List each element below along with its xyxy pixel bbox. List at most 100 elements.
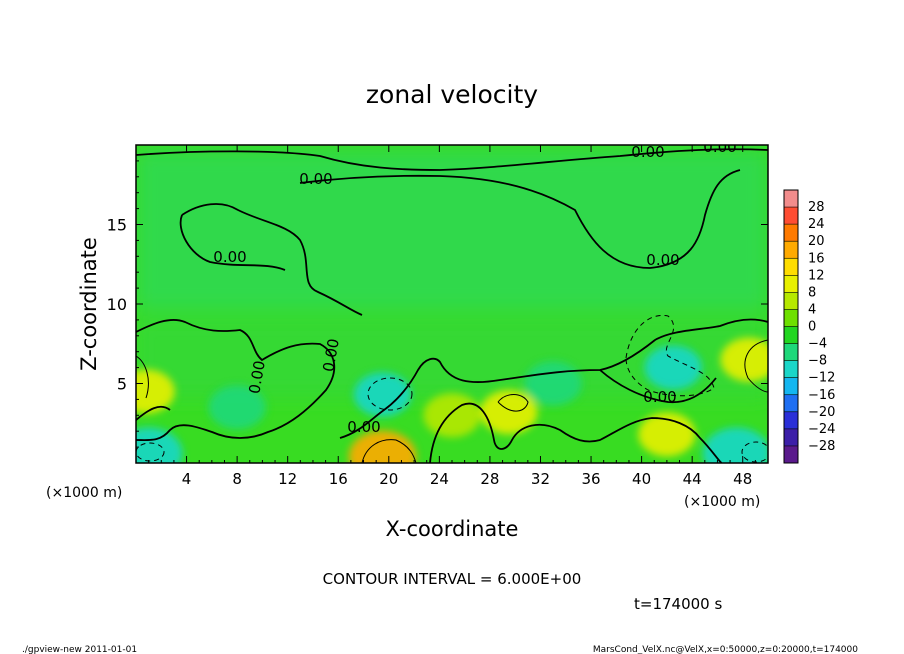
x-unit-label-left: (×1000 m) [46, 485, 122, 501]
field-feature-cool-1 [208, 385, 266, 430]
colorbar-label: −8 [808, 354, 827, 369]
positive-contour-2 [136, 355, 149, 399]
colorbar-label: 28 [808, 200, 825, 215]
chart-title: zonal velocity [366, 80, 538, 109]
field-feature-cool-cyan-3 [702, 427, 768, 463]
x-tick-label: 48 [733, 470, 752, 488]
colorbar-swatch [784, 360, 798, 378]
positive-contour-4 [497, 394, 529, 412]
contour-label: 0.00 [646, 251, 679, 269]
field-feature-warm-yellow-right [720, 337, 768, 382]
colorbar-swatch [784, 190, 798, 208]
colorbar-swatch [784, 377, 798, 395]
x-tick-label: 20 [379, 470, 398, 488]
negative-contours [136, 314, 768, 463]
colorbar-swatch [784, 275, 798, 293]
colorbar-label: −16 [808, 388, 835, 403]
negative-contour-4 [741, 441, 768, 463]
negative-contour-1 [367, 377, 413, 411]
colorbar-label: −28 [808, 439, 835, 454]
x-tick-label: 24 [430, 470, 449, 488]
contour-line-left-blob [181, 203, 363, 316]
colorbar-label: −24 [808, 422, 835, 437]
contour-line-left-edge [136, 405, 171, 421]
field-blobs [136, 337, 768, 463]
y-tick-label: 15 [107, 216, 127, 235]
y-axis-label: Z-coordinate [77, 237, 101, 371]
x-axis: 4 8 12 16 20 24 28 32 36 40 44 48 [148, 145, 756, 488]
y-tick-label: 10 [107, 295, 127, 314]
x-tick-label: 32 [531, 470, 550, 488]
colorbar-swatch [784, 394, 798, 412]
contour-line-right-arm [599, 369, 717, 404]
negative-contour-2 [625, 314, 715, 397]
contour-label: 0.00 [643, 388, 676, 406]
time-text: t=174000 s [634, 595, 722, 613]
field-feature-warm-yellow-left [136, 369, 175, 414]
contour-line-mid-right [339, 318, 768, 439]
colorbar-swatch [784, 258, 798, 276]
contour-line-upper [299, 169, 741, 269]
colorbar-label: 16 [808, 251, 825, 266]
colorbar-label: 8 [808, 285, 816, 300]
field-feature-cool-cyan-1 [353, 372, 412, 417]
x-unit-label-right: (×1000 m) [684, 494, 760, 510]
contour-label: 0.00 [631, 143, 664, 161]
colorbar-label: −4 [808, 337, 827, 352]
footer-right: MarsCond_VelX.nc@VelX,x=0:50000,z=0:2000… [593, 645, 858, 654]
colorbar-swatch [784, 428, 798, 446]
colorbar-swatch [784, 445, 798, 463]
contour-interval-text: CONTOUR INTERVAL = 6.000E+00 [323, 570, 582, 588]
contour-label: 0.00 [299, 170, 332, 188]
field-feature-jet-orange [348, 430, 417, 463]
contour-labels: 0.00 0.00 0.00 0.00 0.00 0.00 0.00 0.00 0.00 [213, 138, 736, 436]
y-tick-label: 5 [117, 375, 127, 394]
colorbar-swatch [784, 241, 798, 259]
colorbar-swatch [784, 292, 798, 310]
colorbar-label: −12 [808, 371, 835, 386]
colorbar-swatch [784, 224, 798, 242]
contour-line-mid-left [136, 319, 336, 442]
field-feature-cool-2 [524, 361, 582, 406]
x-tick-label: 4 [182, 470, 192, 488]
contour-label: 0.00 [319, 337, 343, 373]
x-tick-label: 40 [632, 470, 651, 488]
colorbar-label: 12 [808, 268, 825, 283]
zero-contours [136, 148, 768, 463]
colorbar-swatch [784, 343, 798, 361]
x-tick-label: 28 [480, 470, 499, 488]
colorbar-label: 0 [808, 320, 816, 335]
x-axis-label: X-coordinate [386, 517, 519, 541]
contour-label: 0.00 [213, 248, 246, 266]
field-feature-cool-cyan-2 [644, 345, 702, 390]
colorbar-swatch [784, 326, 798, 344]
contour-line-left-blob-2 [179, 214, 286, 271]
positive-contours [136, 339, 768, 463]
y-axis: 5 10 15 [107, 160, 768, 448]
positive-contour-1 [361, 439, 417, 463]
x-tick-label: 12 [278, 470, 297, 488]
contour-label: 0.00 [245, 359, 269, 395]
colorbar-label: −20 [808, 405, 835, 420]
contour-label: 0.00 [347, 418, 380, 436]
footer-left: ./gpview-new 2011-01-01 [22, 645, 137, 654]
colorbar: 28 24 20 16 12 8 4 0 −4 −8 −12 −16 −20 −24 −28 [783, 189, 835, 464]
x-tick-label: 16 [329, 470, 348, 488]
positive-contour-3 [744, 339, 768, 393]
field-feature-cool-cyan-4 [136, 427, 183, 463]
colorbar-label: 4 [808, 302, 816, 317]
colorbar-swatch [784, 207, 798, 225]
field-feature-warm-3 [423, 393, 481, 438]
contour-label: 0.00 [703, 138, 736, 156]
field-feature-warm-1 [480, 390, 538, 435]
colorbar-label: 24 [808, 217, 825, 232]
plot-area: 0.00 0.00 0.00 0.00 0.00 0.00 0.00 0.00 0.00 [136, 138, 768, 463]
x-tick-label: 8 [232, 470, 242, 488]
colorbar-label: 20 [808, 234, 825, 249]
colorbar-swatch [784, 411, 798, 429]
contour-line-bottom [429, 402, 723, 463]
colorbar-swatch [784, 309, 798, 327]
x-tick-label: 36 [581, 470, 600, 488]
x-tick-label: 44 [683, 470, 702, 488]
